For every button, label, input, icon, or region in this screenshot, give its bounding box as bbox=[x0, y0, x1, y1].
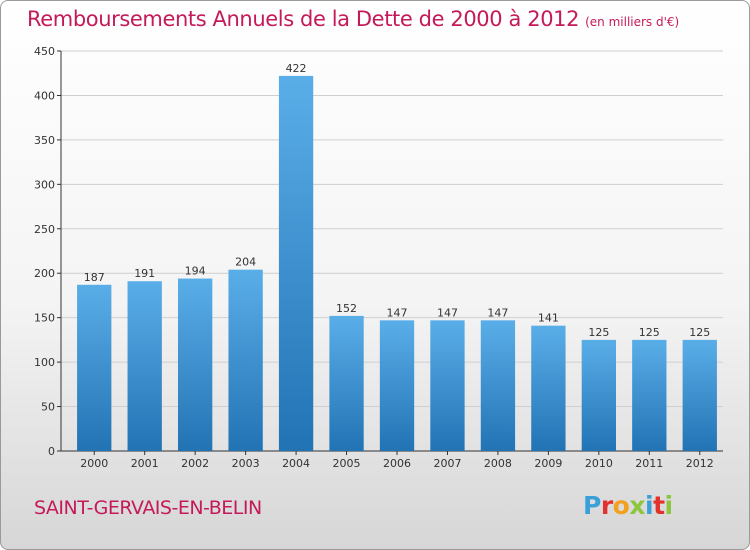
logo-letter: t bbox=[653, 491, 665, 520]
bar-2010 bbox=[581, 339, 617, 451]
logo-letter: i bbox=[645, 491, 654, 520]
y-tick-label: 400 bbox=[34, 89, 55, 102]
value-label: 204 bbox=[235, 256, 256, 269]
value-label: 125 bbox=[689, 326, 710, 339]
proxiti-logo[interactable]: Proxiti bbox=[583, 491, 673, 520]
value-label: 147 bbox=[487, 306, 508, 319]
x-tick-label: 2009 bbox=[534, 457, 562, 470]
bar-2003 bbox=[228, 269, 263, 451]
logo-letter: o bbox=[612, 491, 630, 520]
bar-2000 bbox=[77, 284, 112, 451]
bar-2011 bbox=[632, 339, 667, 451]
logo-letter: i bbox=[664, 491, 674, 520]
x-tick-label: 2008 bbox=[484, 457, 512, 470]
x-tick-label: 2000 bbox=[80, 457, 108, 470]
x-tick-label: 2001 bbox=[131, 457, 159, 470]
value-label: 194 bbox=[185, 265, 206, 278]
logo-letter: r bbox=[600, 491, 613, 520]
x-tick-label: 2010 bbox=[585, 457, 613, 470]
labels: 0 50 100 150 200 250 300 350 400 450 187 2000 191 200… bbox=[34, 45, 714, 470]
x-tick-label: 2002 bbox=[181, 457, 209, 470]
x-tick-label: 2006 bbox=[383, 457, 411, 470]
y-tick-label: 450 bbox=[34, 45, 55, 58]
y-tick-label: 200 bbox=[34, 267, 55, 280]
value-label: 152 bbox=[336, 302, 357, 315]
y-tick-label: 350 bbox=[34, 134, 55, 147]
bar-2002 bbox=[177, 278, 213, 451]
value-label: 191 bbox=[134, 267, 155, 280]
chart-title: Remboursements Annuels de la Dette de 20… bbox=[27, 7, 680, 31]
y-tick-label: 150 bbox=[34, 312, 55, 325]
x-tick-label: 2005 bbox=[333, 457, 361, 470]
bar-2012 bbox=[682, 339, 717, 451]
bar-2006 bbox=[379, 320, 415, 451]
y-tick-label: 100 bbox=[34, 356, 55, 369]
chart-subtitle: (en milliers d'€) bbox=[585, 15, 680, 29]
logo-letter: P bbox=[583, 491, 601, 520]
y-tick-label: 0 bbox=[48, 445, 55, 458]
y-tick-label: 250 bbox=[34, 223, 55, 236]
bar-2005 bbox=[329, 315, 364, 451]
x-tick-label: 2011 bbox=[635, 457, 663, 470]
y-tick-label: 300 bbox=[34, 178, 55, 191]
value-label: 422 bbox=[286, 62, 307, 75]
value-label: 141 bbox=[538, 312, 559, 325]
value-label: 147 bbox=[387, 306, 408, 319]
bar-2009 bbox=[531, 325, 566, 451]
location-label: SAINT-GERVAIS-EN-BELIN bbox=[34, 497, 262, 519]
bars bbox=[77, 75, 717, 451]
y-tick-label: 50 bbox=[41, 401, 55, 414]
value-label: 187 bbox=[84, 271, 105, 284]
x-tick-label: 2003 bbox=[232, 457, 260, 470]
logo-letter: x bbox=[629, 491, 645, 520]
value-label: 125 bbox=[639, 326, 660, 339]
value-label: 147 bbox=[437, 306, 458, 319]
x-tick-label: 2007 bbox=[433, 457, 461, 470]
bar-2001 bbox=[127, 281, 162, 451]
x-tick-label: 2012 bbox=[686, 457, 714, 470]
value-label: 125 bbox=[588, 326, 609, 339]
x-tick-label: 2004 bbox=[282, 457, 310, 470]
bar-2007 bbox=[430, 320, 465, 451]
bar-2008 bbox=[480, 320, 516, 451]
bar-2004 bbox=[278, 75, 314, 451]
